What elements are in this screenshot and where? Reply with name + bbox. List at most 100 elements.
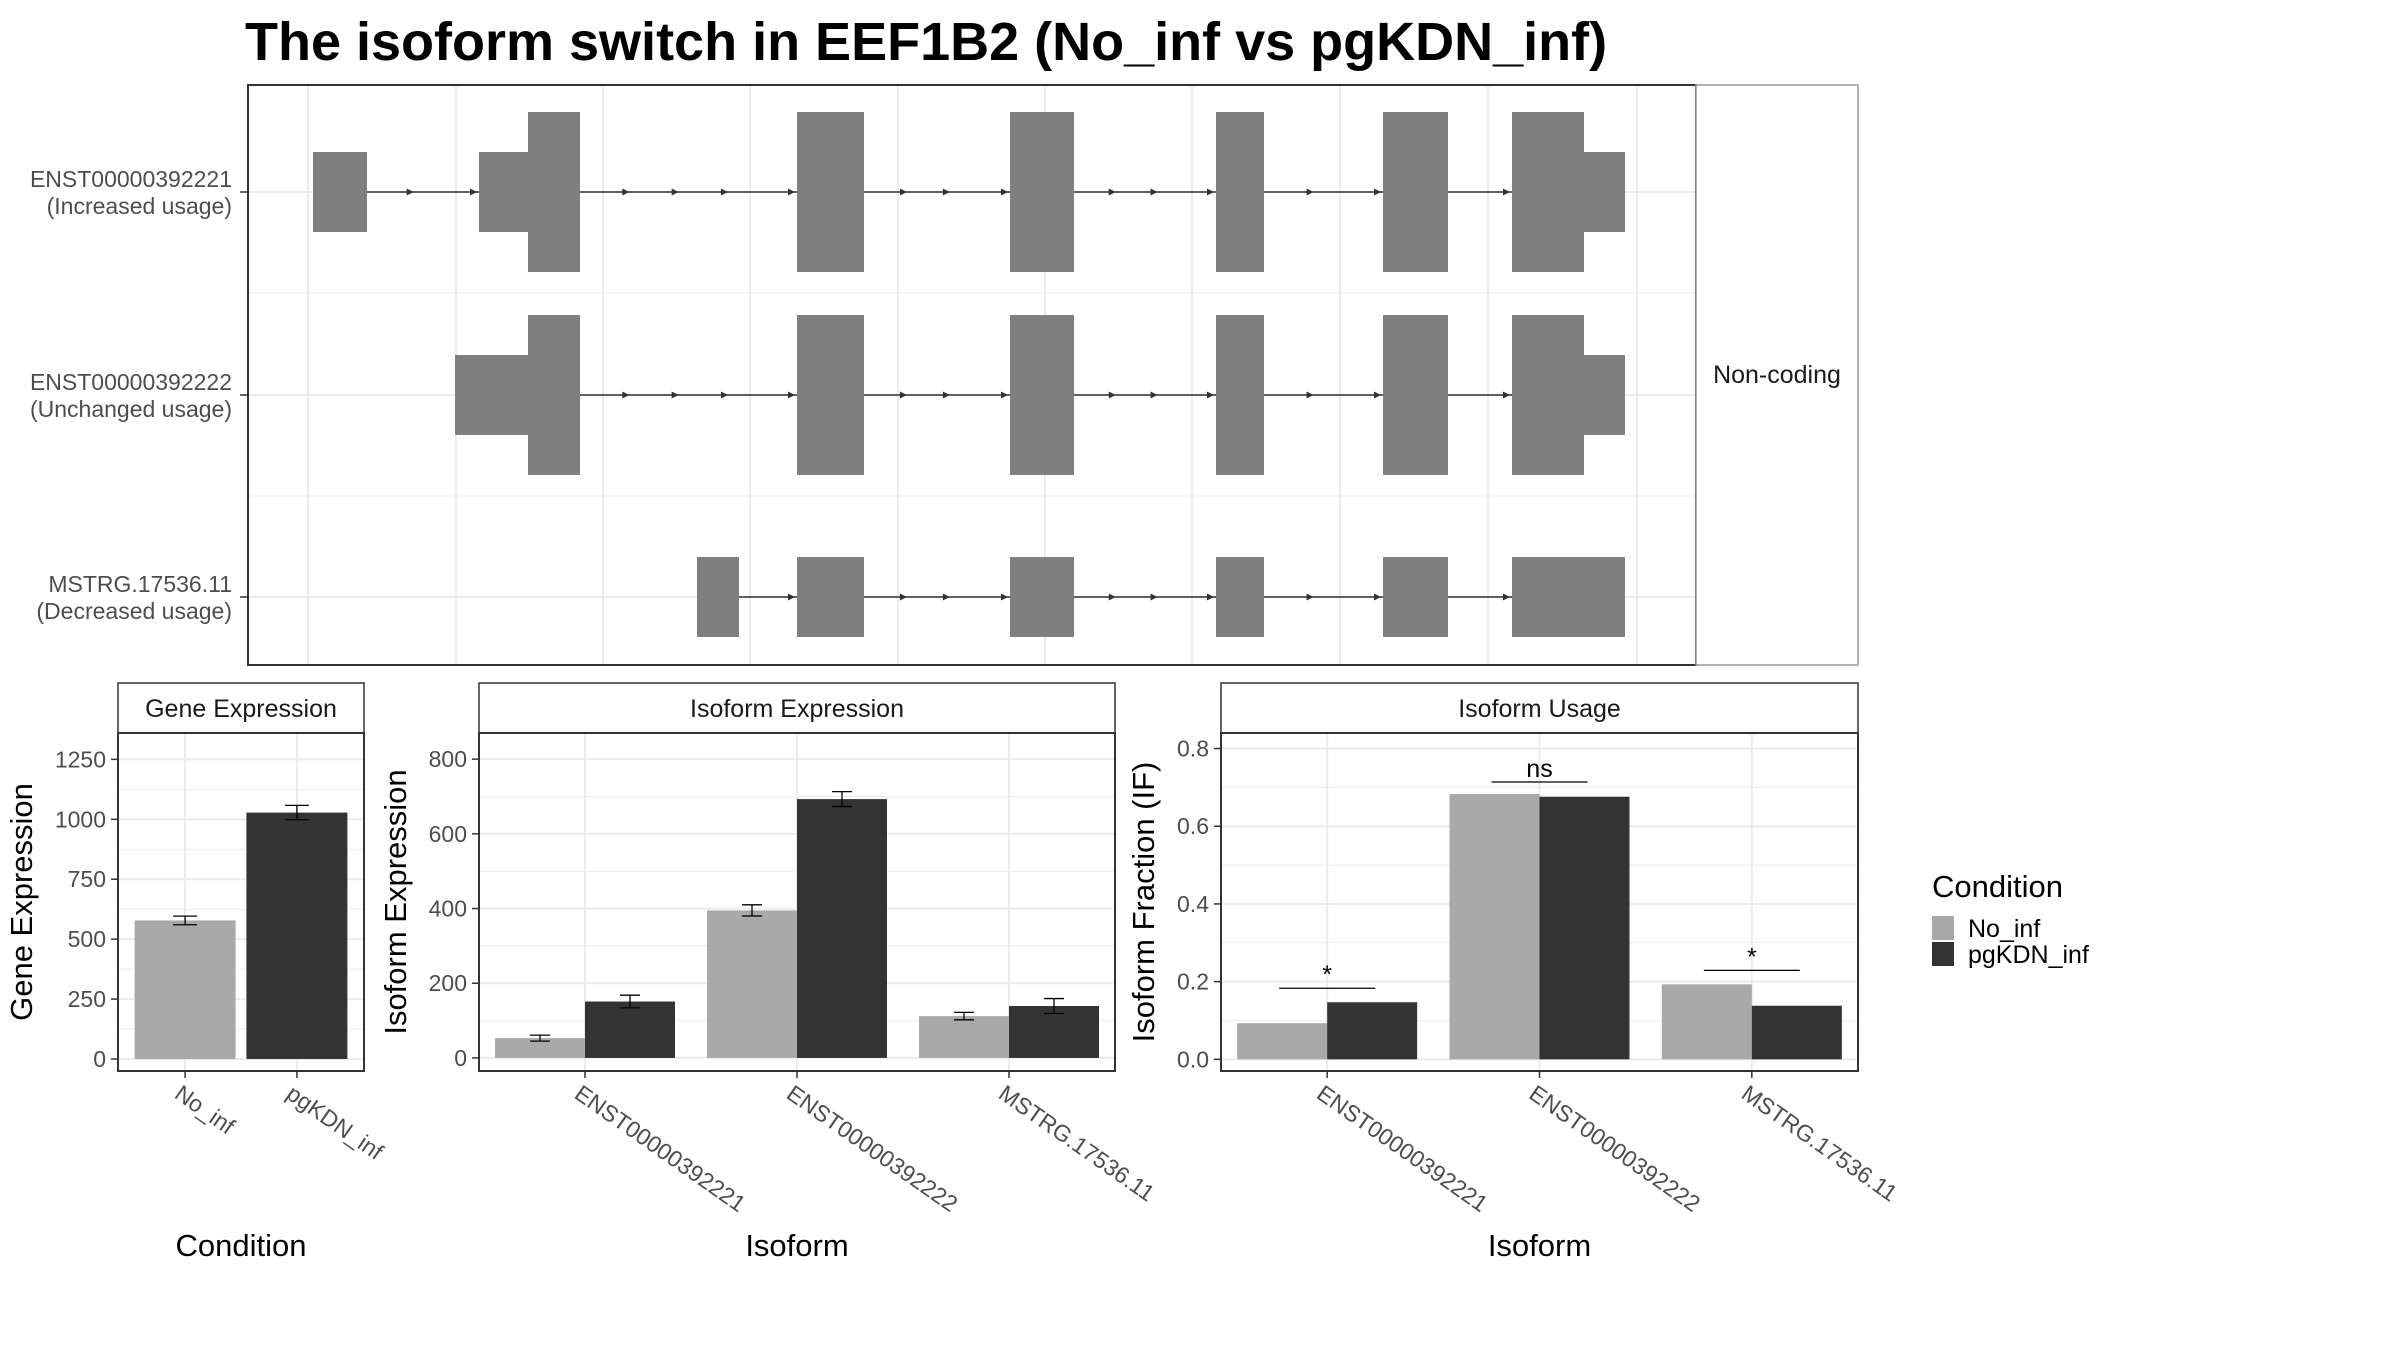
exon-block <box>455 355 528 435</box>
exon-block <box>1584 355 1625 435</box>
y-tick-label: 0.0 <box>1177 1046 1209 1072</box>
bar-no-inf <box>707 910 797 1058</box>
intron-arrow <box>788 593 795 601</box>
exon-block <box>797 557 864 637</box>
exon-block <box>528 112 580 272</box>
bar-pgkdn-inf <box>246 812 348 1060</box>
transcript-usage-label: (Decreased usage) <box>36 598 232 624</box>
exon-block <box>697 557 739 637</box>
intron-arrow <box>1207 593 1214 601</box>
intron-arrow <box>470 188 477 196</box>
bar-no-inf <box>134 920 236 1060</box>
intron-arrow <box>1150 188 1158 196</box>
y-axis-title: Isoform Expression <box>378 769 413 1034</box>
y-tick-label: 0.8 <box>1177 736 1209 762</box>
isoform-usage-panel: Isoform Usage 0.0 0.2 0.4 0.6 0.8 * ENST0000039… <box>1126 682 1902 1263</box>
intron-arrow <box>942 188 950 196</box>
intron-arrow <box>1108 593 1116 601</box>
bar-no-inf <box>919 1016 1009 1058</box>
intron-arrow <box>1001 188 1008 196</box>
intron-arrow <box>1150 391 1158 399</box>
exon-block <box>797 315 864 475</box>
transcript-structure-panel: ENST00000392221(Increased usage) ENST0000… <box>30 84 1859 666</box>
x-tick-label: MSTRG.17536.11 <box>1737 1080 1902 1207</box>
intron-arrow <box>1108 188 1116 196</box>
non-coding-strip-label: Non-coding <box>1713 361 1841 389</box>
legend-label-pgkdn-inf: pgKDN_inf <box>1968 941 2089 969</box>
transcript-id-label: ENST00000392222 <box>30 369 232 395</box>
y-tick-label: 0 <box>93 1046 106 1072</box>
intron-arrow <box>1207 188 1214 196</box>
intron-arrow <box>788 391 795 399</box>
panel-border <box>1220 732 1859 1072</box>
intron-arrow <box>788 188 795 196</box>
y-tick-label: 0.6 <box>1177 813 1209 839</box>
intron-arrow <box>1207 391 1214 399</box>
intron-arrow <box>1503 593 1510 601</box>
bar-pgkdn-inf <box>1751 1005 1842 1060</box>
gene-expression-panel: Gene Expression 0 250 500 750 1000 1250 No_inf p… <box>4 682 389 1263</box>
y-tick-label: 600 <box>429 821 467 847</box>
y-tick-label: 500 <box>68 926 106 952</box>
y-axis-title: Gene Expression <box>4 783 39 1021</box>
exon-block <box>479 152 528 232</box>
legend-title: Condition <box>1932 869 2063 904</box>
legend-label-no-inf: No_inf <box>1968 915 2040 943</box>
intron-arrow <box>1503 188 1510 196</box>
y-tick-label: 0 <box>454 1045 467 1071</box>
exon-block <box>797 112 864 272</box>
y-tick-label: 800 <box>429 746 467 772</box>
intron-arrow <box>1306 593 1314 601</box>
intron-arrow <box>720 188 728 196</box>
exon-block <box>1010 315 1074 475</box>
bar-no-inf <box>1237 1023 1328 1060</box>
intron-arrow <box>671 391 679 399</box>
intron-arrow <box>622 188 630 196</box>
exon-block <box>1010 112 1074 272</box>
exon-block <box>1512 315 1584 475</box>
y-tick-label: 250 <box>68 986 106 1012</box>
intron-arrow <box>899 593 907 601</box>
intron-arrow <box>671 188 679 196</box>
bar-no-inf <box>1661 984 1752 1060</box>
bar-pgkdn-inf <box>797 799 887 1058</box>
y-tick-label: 750 <box>68 866 106 892</box>
intron-arrow <box>899 391 907 399</box>
x-axis-title: Isoform <box>745 1228 848 1263</box>
exon-block <box>1216 112 1264 272</box>
intron-arrow <box>720 391 728 399</box>
legend-swatch-pgkdn-inf <box>1932 942 1954 966</box>
exon-block <box>1383 315 1448 475</box>
x-tick-label: ENST00000392221 <box>1312 1080 1492 1217</box>
intron-arrow <box>1306 391 1314 399</box>
x-tick-label: ENST00000392222 <box>1525 1080 1705 1217</box>
panel-border <box>478 732 1116 1072</box>
panel-strip-label: Isoform Usage <box>1458 695 1621 723</box>
exon-block <box>1383 112 1448 272</box>
x-tick-label: ENST00000392222 <box>782 1080 962 1217</box>
panel-strip <box>117 682 365 734</box>
exon-block <box>1584 152 1625 232</box>
intron-arrow <box>1503 391 1510 399</box>
panel-strip-label: Isoform Expression <box>690 695 904 723</box>
x-axis-title: Isoform <box>1488 1228 1591 1263</box>
x-tick-label: No_inf <box>170 1080 240 1140</box>
transcript-usage-label: (Increased usage) <box>47 193 232 219</box>
intron-arrow <box>1150 593 1158 601</box>
intron-arrow <box>406 188 414 196</box>
exon-block <box>528 315 580 475</box>
intron-arrow <box>622 391 630 399</box>
exon-block <box>1216 315 1264 475</box>
panel-strip <box>1220 682 1859 734</box>
figure-title: The isoform switch in EEF1B2 (No_inf vs … <box>245 12 1607 72</box>
exon-block <box>1512 112 1584 272</box>
intron-arrow <box>1374 593 1381 601</box>
exon-block <box>1512 557 1625 637</box>
intron-arrow <box>942 593 950 601</box>
x-axis-title: Condition <box>176 1228 307 1263</box>
exon-block <box>313 152 367 232</box>
intron-arrow <box>942 391 950 399</box>
y-tick-label: 1250 <box>55 746 106 772</box>
intron-arrow <box>1374 188 1381 196</box>
